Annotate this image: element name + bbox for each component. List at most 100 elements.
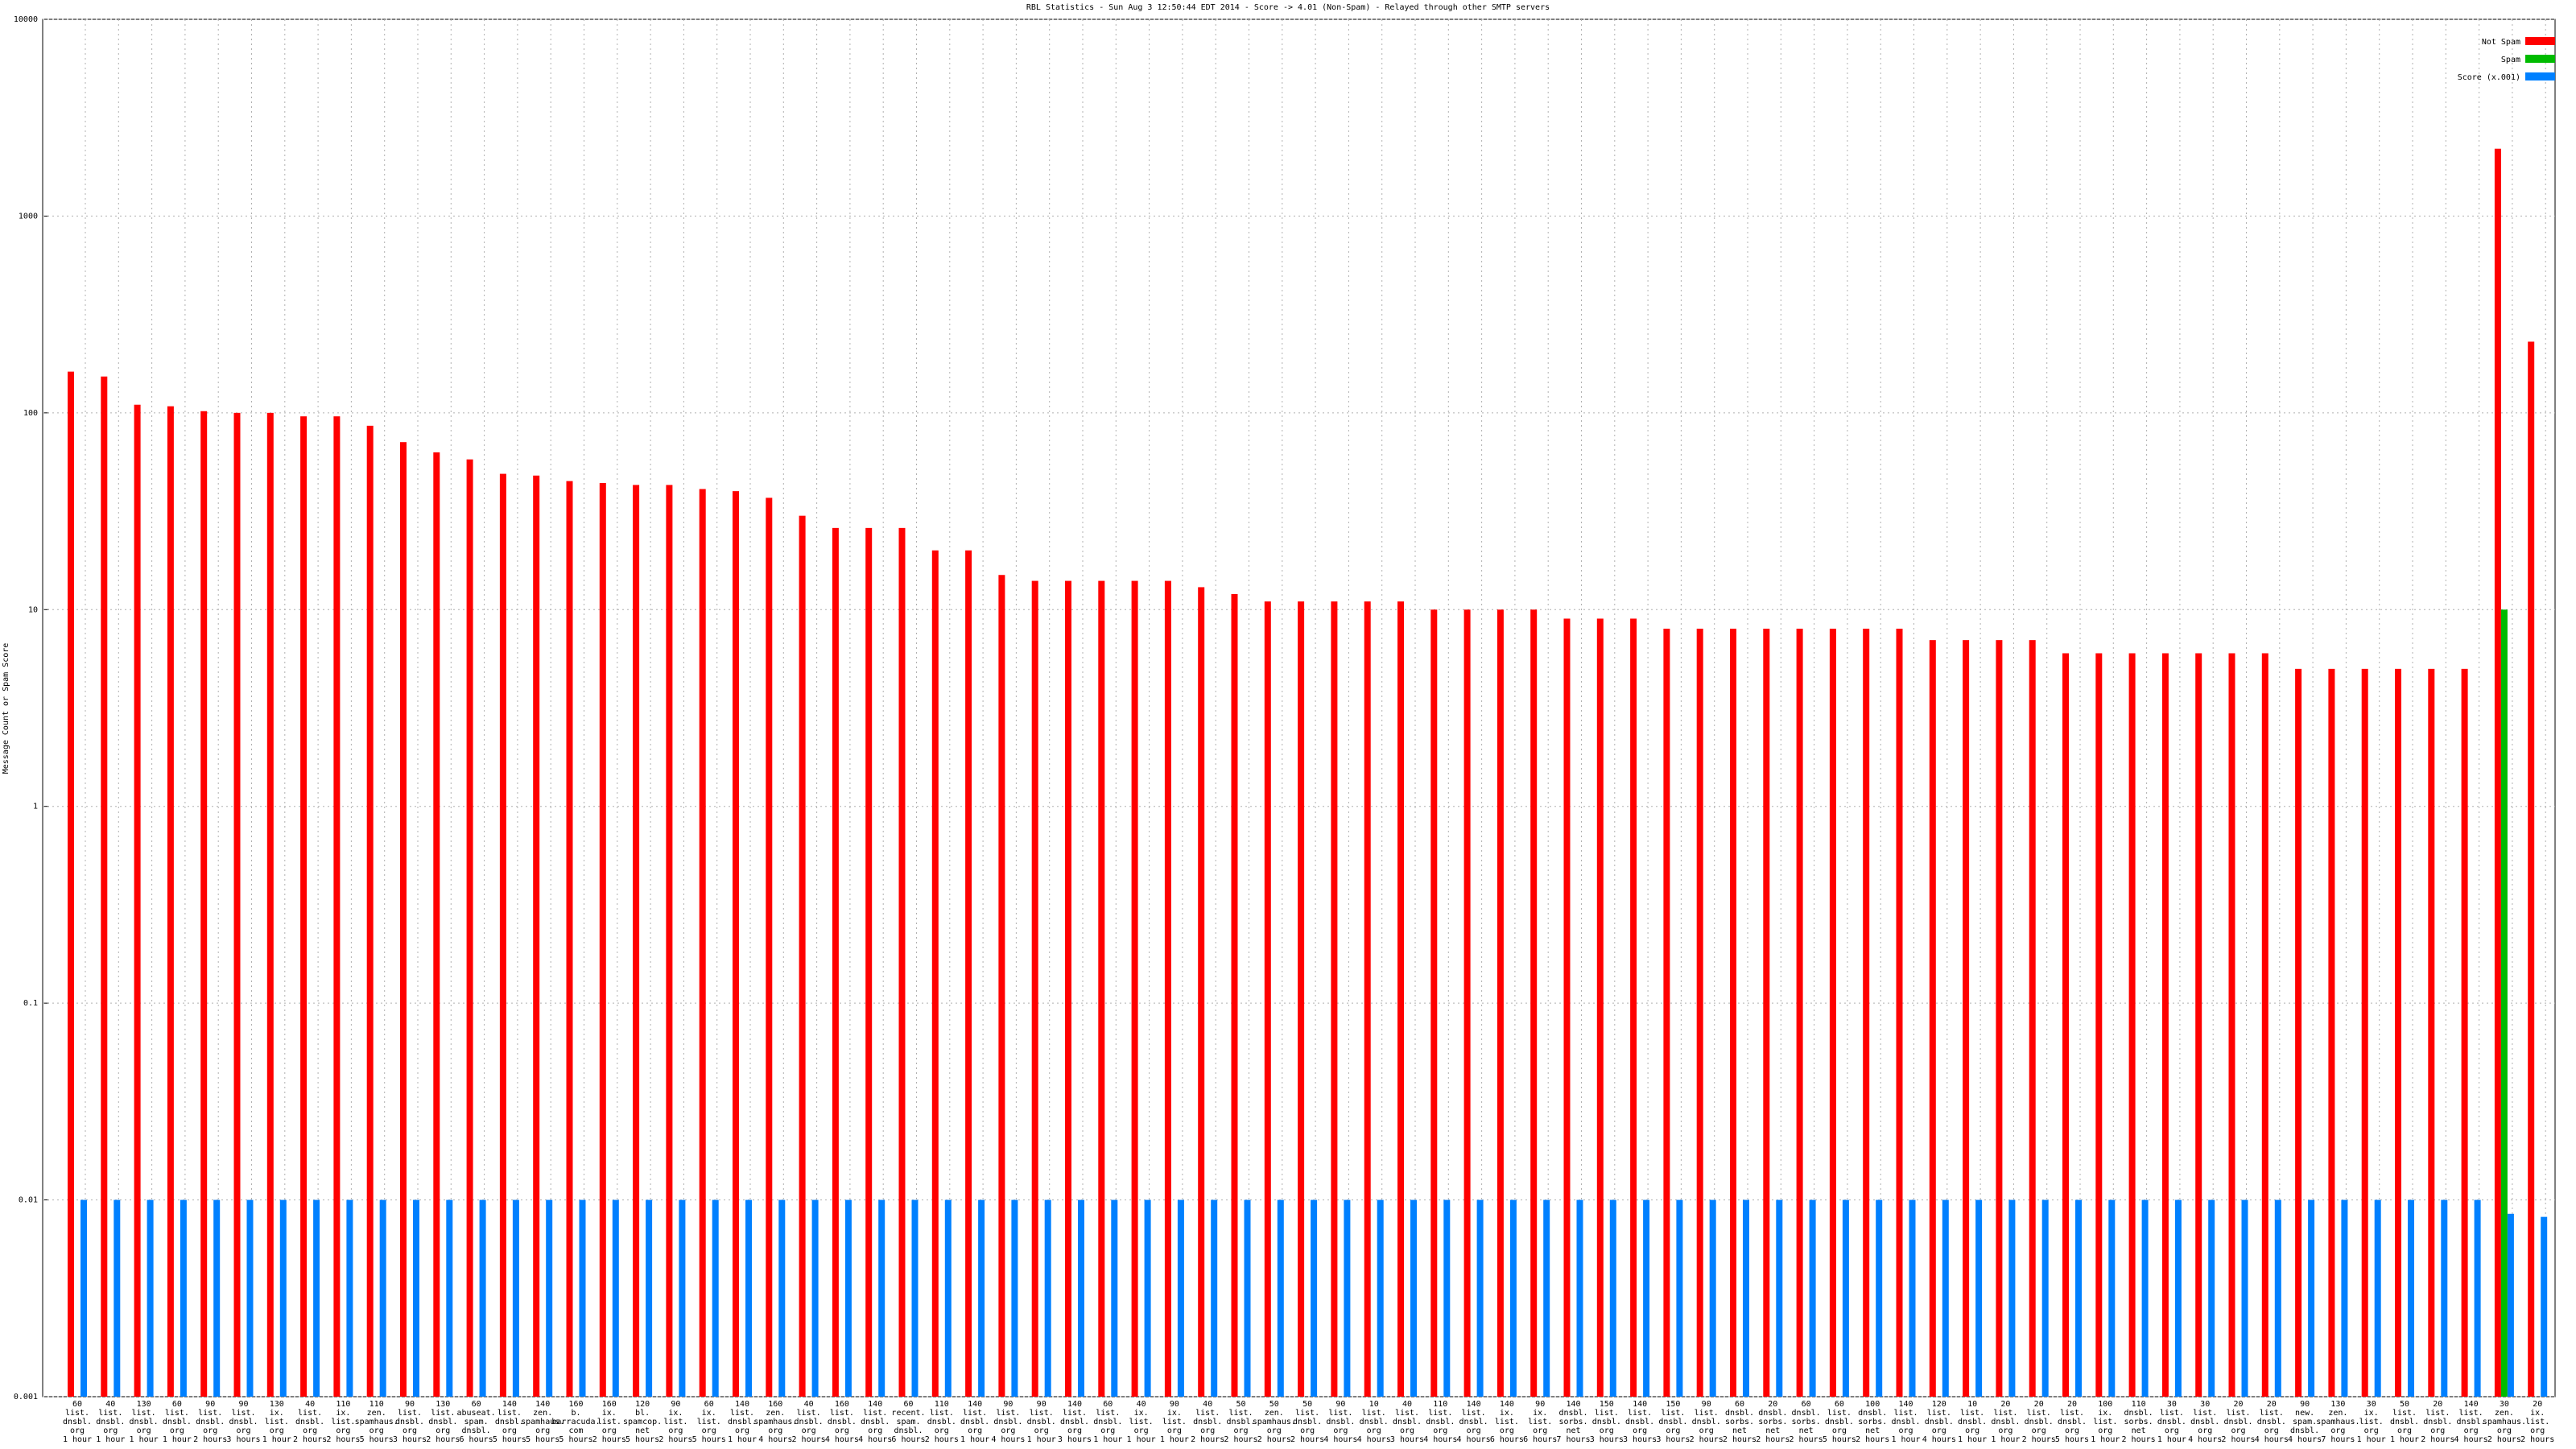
- bar: [233, 412, 241, 1397]
- bar: [1144, 1199, 1151, 1397]
- x-tick-label: 50 list. dnsbl. org 2 hours: [1224, 1400, 1257, 1444]
- bar: [2128, 653, 2136, 1397]
- bar: [400, 442, 407, 1397]
- bar: [1065, 580, 1071, 1397]
- bar: [1311, 1199, 1318, 1397]
- x-tick-label: 20 ix. list. org 2 hours: [2520, 1400, 2554, 1444]
- bar: [1876, 1199, 1883, 1397]
- x-tick-label: 60 list. dnsbl. org 5 hours: [1823, 1400, 1856, 1444]
- bar: [313, 1199, 320, 1397]
- y-tick-label: 1000: [19, 212, 38, 221]
- bar: [1696, 628, 1703, 1397]
- x-tick-label: 130 ix. list. org 1 hour: [262, 1400, 291, 1444]
- bar: [1331, 601, 1338, 1397]
- bar: [2474, 1199, 2481, 1397]
- bar: [2308, 1199, 2315, 1397]
- x-tick-label: 40 list. dnsbl. org 3 hours: [1390, 1400, 1424, 1444]
- bar: [1609, 1199, 1616, 1397]
- bar: [1630, 618, 1637, 1397]
- bar: [279, 1199, 287, 1397]
- x-tick-label: 100 ix. list. org 1 hour: [2091, 1400, 2120, 1444]
- bar: [1476, 1199, 1484, 1397]
- bar: [346, 1199, 353, 1397]
- bar: [998, 575, 1005, 1397]
- bar: [2228, 653, 2235, 1397]
- x-tick-label: 60 list. dnsbl. org 1 hour: [63, 1400, 92, 1444]
- bar: [1829, 628, 1836, 1397]
- x-tick-label: 90 list. dnsbl. org 2 hours: [1690, 1400, 1724, 1444]
- bar: [379, 1199, 386, 1397]
- x-tick-label: 90 ix. list. org 2 hours: [658, 1400, 692, 1444]
- x-tick-label: 140 dnsbl. sorbs. net 7 hours: [1556, 1400, 1590, 1444]
- x-tick-label: 20 list. dnsbl. org 2 hours: [2221, 1400, 2255, 1444]
- y-tick-label: 100: [23, 409, 38, 418]
- bar: [2441, 1199, 2448, 1397]
- bar: [300, 416, 308, 1397]
- bar: [599, 483, 606, 1397]
- bar: [2261, 653, 2268, 1397]
- x-tick-label: 140 list. dnsbl. org 3 hours: [1623, 1400, 1657, 1444]
- bar: [2295, 668, 2302, 1397]
- bar: [844, 1199, 852, 1397]
- bar: [147, 1199, 154, 1397]
- x-tick-label: 140 list. dnsbl. org 5 hours: [493, 1400, 526, 1444]
- x-tick-label: 30 list. dnsbl. org 4 hours: [2188, 1400, 2222, 1444]
- bar: [733, 491, 739, 1397]
- bar: [2361, 668, 2368, 1397]
- legend-swatch: [2525, 37, 2555, 45]
- bar: [1509, 1199, 1517, 1397]
- bar: [180, 1199, 187, 1397]
- x-tick-label: 60 list. dnsbl. org 1 hour: [163, 1400, 192, 1444]
- x-tick-label: 40 list. dnsbl. org 2 hours: [792, 1400, 826, 1444]
- bar: [1809, 1199, 1816, 1397]
- x-tick-label: 130 list. dnsbl. org 1 hour: [130, 1400, 159, 1444]
- bar: [2095, 653, 2103, 1397]
- bar: [2174, 1199, 2182, 1397]
- bar: [1663, 628, 1670, 1397]
- bar: [898, 527, 906, 1397]
- x-tick-label: 160 list. dnsbl. org 4 hours: [825, 1400, 859, 1444]
- bar: [1743, 1199, 1749, 1397]
- bar: [1942, 1199, 1949, 1397]
- bar: [1842, 1199, 1849, 1397]
- bar: [413, 1199, 419, 1397]
- bar: [666, 485, 673, 1397]
- legend-label: Score (x.001): [2458, 73, 2520, 82]
- x-tick-label: 40 list. dnsbl. org 1 hour: [96, 1400, 125, 1444]
- bar: [1463, 609, 1471, 1397]
- x-tick-label: 90 ix. list. org 1 hour: [1160, 1400, 1189, 1444]
- bar: [1896, 628, 1903, 1397]
- x-tick-label: 130 zen. spamhaus. org 7 hours: [2316, 1400, 2359, 1444]
- x-tick-label: 110 zen. spamhaus. org 5 hours: [355, 1400, 398, 1444]
- x-tick-label: 60 ix. list. org 5 hours: [692, 1400, 726, 1444]
- bar: [2108, 1199, 2116, 1397]
- x-tick-label: 140 list. dnsbl. org 4 hours: [858, 1400, 892, 1444]
- bar: [1430, 609, 1438, 1397]
- chart-title: RBL Statistics - Sun Aug 3 12:50:44 EDT …: [1026, 3, 1550, 12]
- bar: [1011, 1199, 1018, 1397]
- x-tick-label: 140 list. dnsbl. org 4 hours: [1457, 1400, 1491, 1444]
- bar: [213, 1199, 221, 1397]
- bar: [266, 412, 274, 1397]
- bar: [965, 550, 972, 1397]
- bar: [2428, 668, 2435, 1397]
- x-tick-label: 120 bl. spamcop. net 5 hours: [623, 1400, 662, 1444]
- x-tick-label: 110 list. dnsbl. org 2 hours: [925, 1400, 959, 1444]
- x-tick-label: 20 list. dnsbl. org 2 hours: [2022, 1400, 2056, 1444]
- bar: [865, 527, 873, 1397]
- x-tick-label: 20 list. dnsbl. org 4 hours: [2255, 1400, 2289, 1444]
- y-tick-label: 10: [28, 605, 38, 614]
- bar: [1563, 618, 1571, 1397]
- bar: [2500, 609, 2508, 1397]
- bar: [1111, 1199, 1118, 1397]
- bar: [2241, 1199, 2248, 1397]
- x-tick-label: 160 ix. list. org 2 hours: [592, 1400, 626, 1444]
- bar: [246, 1199, 254, 1397]
- bar: [1078, 1199, 1084, 1397]
- bar: [878, 1199, 886, 1397]
- bar: [433, 452, 440, 1397]
- legend-label: Not Spam: [2482, 38, 2520, 47]
- bar: [479, 1199, 486, 1397]
- bar: [200, 411, 208, 1397]
- bar: [1177, 1199, 1184, 1397]
